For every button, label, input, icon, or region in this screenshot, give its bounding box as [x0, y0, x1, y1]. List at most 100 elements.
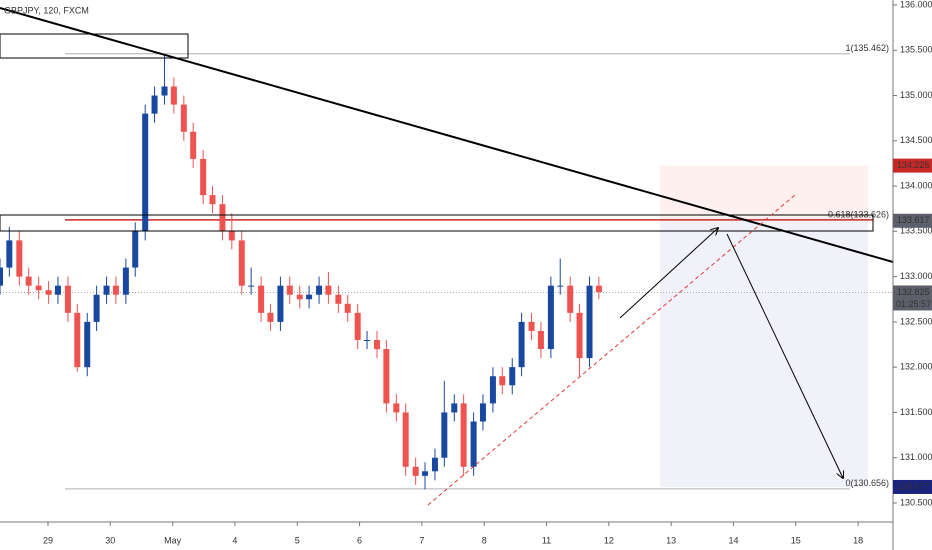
- chart-title: GBPJPY, 120, FXCM: [4, 5, 89, 15]
- candle-body: [248, 285, 255, 287]
- candle-body: [122, 267, 129, 295]
- x-tick-label: 4: [232, 535, 237, 545]
- candle-body: [557, 285, 564, 287]
- candle-body: [296, 294, 303, 300]
- stop-zone: [660, 165, 868, 221]
- x-tick-label: 11: [542, 535, 551, 545]
- candle-body: [479, 403, 486, 422]
- y-tick-label: 132.500: [900, 316, 932, 326]
- candle-body: [267, 312, 274, 322]
- arrow: [619, 228, 718, 319]
- candle-body: [54, 285, 61, 295]
- candle-body: [35, 285, 42, 291]
- entry-price-tag-bg: [893, 213, 932, 228]
- candle-body: [402, 412, 409, 467]
- candle-body: [132, 231, 139, 268]
- y-tick-label: 136.000: [900, 0, 932, 9]
- candle-body: [84, 321, 91, 368]
- candle-body: [228, 231, 235, 241]
- candle-body: [306, 294, 313, 300]
- candle-body: [460, 403, 467, 467]
- candle-body: [200, 158, 207, 196]
- candle-body: [64, 285, 71, 313]
- fib-label: 0.618(133.626): [828, 209, 889, 219]
- x-tick-label: 30: [105, 535, 115, 545]
- target-price-tag-bg: [893, 479, 932, 494]
- candle-body: [547, 285, 554, 350]
- candle-body: [567, 285, 574, 313]
- candle-body: [335, 294, 342, 304]
- x-tick-label: 14: [728, 535, 738, 545]
- trend-line: [0, 7, 894, 263]
- candle-body: [219, 204, 226, 232]
- y-tick-label: 134.000: [900, 180, 932, 190]
- candle-body: [509, 367, 516, 386]
- candle-body: [190, 131, 197, 159]
- candle-body: [286, 285, 293, 295]
- x-tick-label: 7: [419, 535, 424, 545]
- candle-body: [74, 312, 81, 368]
- candle-body: [258, 285, 265, 313]
- fib-label: 1(135.462): [845, 43, 889, 53]
- x-tick-label: 12: [604, 535, 614, 545]
- candle-body: [576, 312, 583, 359]
- last-price-tag: 132.825: [897, 287, 930, 297]
- y-tick-label: 133.500: [900, 226, 932, 236]
- y-tick-label: 135.000: [900, 90, 932, 100]
- candle-body: [451, 403, 458, 413]
- candle-body: [364, 340, 371, 342]
- fib-label: 0(130.656): [845, 478, 889, 488]
- candle-body: [586, 285, 593, 359]
- candle-body: [374, 340, 381, 350]
- candle-body: [103, 285, 110, 295]
- x-tick-label: 29: [43, 535, 53, 545]
- countdown-bg: [893, 298, 932, 311]
- candle-body: [489, 376, 496, 404]
- stop-price-tag-bg: [893, 158, 932, 173]
- candle-body: [595, 285, 602, 293]
- candle-body: [25, 276, 32, 286]
- candle-body: [238, 240, 245, 286]
- x-tick-label: 6: [357, 535, 362, 545]
- last-price-tag-bg: [893, 285, 932, 300]
- candle-body: [393, 403, 400, 413]
- y-tick-label: 130.500: [900, 497, 932, 507]
- y-tick-label: 131.500: [900, 407, 932, 417]
- candle-body: [277, 285, 284, 322]
- candle-body: [422, 471, 429, 476]
- stop-price-tag: 134.226: [897, 160, 930, 170]
- x-tick-label: 8: [482, 535, 487, 545]
- candle-body: [537, 330, 544, 350]
- candle-body: [354, 312, 361, 341]
- candle-body: [316, 285, 323, 295]
- x-tick-label: 15: [791, 535, 801, 545]
- x-tick-label: May: [164, 535, 182, 545]
- y-tick-label: 133.000: [900, 271, 932, 281]
- entry-price-tag: 133.617: [897, 215, 930, 225]
- x-tick-label: 13: [666, 535, 676, 545]
- candle-body: [142, 113, 149, 232]
- candle-body: [93, 294, 100, 322]
- candle-body: [528, 321, 535, 331]
- target-zone: [660, 220, 868, 487]
- candle-body: [161, 86, 168, 96]
- y-tick-label: 134.500: [900, 135, 932, 145]
- candle-body: [344, 303, 351, 313]
- candle-body: [151, 95, 158, 114]
- x-tick-label: 5: [295, 535, 300, 545]
- support-line: [427, 194, 796, 506]
- y-tick-label: 131.000: [900, 452, 932, 462]
- drawn-box: [0, 214, 874, 232]
- candle-body: [16, 240, 23, 277]
- candle-body: [383, 349, 390, 404]
- y-tick-label: 132.000: [900, 362, 932, 372]
- arrow: [726, 233, 843, 478]
- candle-body: [112, 285, 119, 295]
- candle-body: [441, 412, 448, 458]
- countdown: 01:25:57: [896, 299, 931, 309]
- candle-body: [170, 86, 177, 105]
- x-tick-label: 18: [853, 535, 863, 545]
- candle-body: [209, 195, 216, 205]
- candle-body: [0, 267, 3, 286]
